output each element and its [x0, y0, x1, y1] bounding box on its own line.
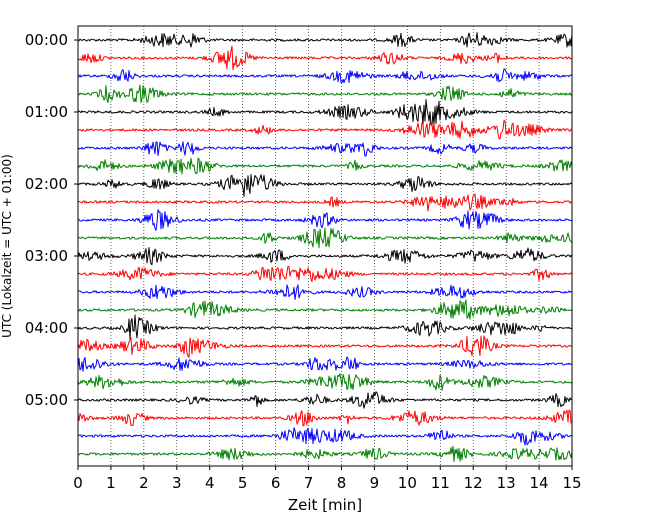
seismogram-trace	[77, 227, 573, 249]
seismogram-trace	[77, 141, 573, 157]
seismogram-trace	[77, 174, 573, 197]
seismogram-trace	[77, 45, 573, 71]
plot-frame	[77, 25, 573, 467]
y-tick-label: 05:00	[25, 391, 68, 409]
x-tick-label: 0	[73, 474, 83, 492]
traces-layer	[77, 32, 573, 463]
seismogram-trace	[77, 391, 573, 409]
grid-layer	[110, 26, 540, 466]
seismogram-trace	[77, 427, 573, 446]
seismogram-trace	[77, 373, 573, 391]
y-tick-label: 00:00	[25, 31, 68, 49]
seismogram-trace	[77, 193, 573, 212]
y-tick-label: 03:00	[25, 247, 68, 265]
x-tick-label: 12	[464, 474, 483, 492]
x-tick-label: 10	[398, 474, 417, 492]
seismogram-trace	[77, 409, 573, 427]
seismogram-trace	[77, 32, 573, 48]
x-axis: 0 1 2 3 4 5 6 7 8 9 10 11 12 13 14 15	[73, 466, 582, 492]
seismogram-trace	[77, 247, 573, 266]
seismogram-trace	[77, 99, 573, 127]
x-tick-label: 9	[370, 474, 380, 492]
seismogram-trace	[77, 284, 573, 301]
seismogram-trace	[77, 68, 573, 84]
seismogram-trace	[77, 299, 573, 320]
seismogram-trace	[77, 335, 573, 358]
seismogram-trace	[77, 157, 573, 175]
x-tick-label: 4	[205, 474, 215, 492]
x-tick-label: 15	[562, 474, 581, 492]
seismogram-trace	[77, 209, 573, 231]
x-tick-label: 7	[304, 474, 314, 492]
seismogram-trace	[77, 356, 573, 372]
y-tick-label: 04:00	[25, 319, 68, 337]
x-tick-label: 8	[337, 474, 347, 492]
seismogram-trace	[77, 119, 573, 140]
x-axis-label: Zeit [min]	[288, 496, 362, 514]
x-tick-label: 1	[106, 474, 116, 492]
x-tick-label: 6	[271, 474, 281, 492]
x-tick-label: 13	[497, 474, 516, 492]
x-tick-label: 5	[238, 474, 248, 492]
seismogram-trace	[77, 445, 573, 463]
x-tick-label: 3	[172, 474, 182, 492]
y-tick-label: 02:00	[25, 175, 68, 193]
x-tick-label: 14	[530, 474, 549, 492]
y-axis: 00:00 01:00 02:00 03:00 04:00 05:00	[25, 31, 78, 409]
seismogram-trace	[77, 265, 573, 283]
seismogram-trace	[77, 84, 573, 103]
x-tick-label: 11	[431, 474, 450, 492]
x-tick-label: 2	[139, 474, 149, 492]
y-tick-label: 01:00	[25, 103, 68, 121]
seismogram-trace	[77, 314, 573, 340]
y-axis-label: UTC (Lokalzeit = UTC + 01:00)	[0, 154, 14, 338]
